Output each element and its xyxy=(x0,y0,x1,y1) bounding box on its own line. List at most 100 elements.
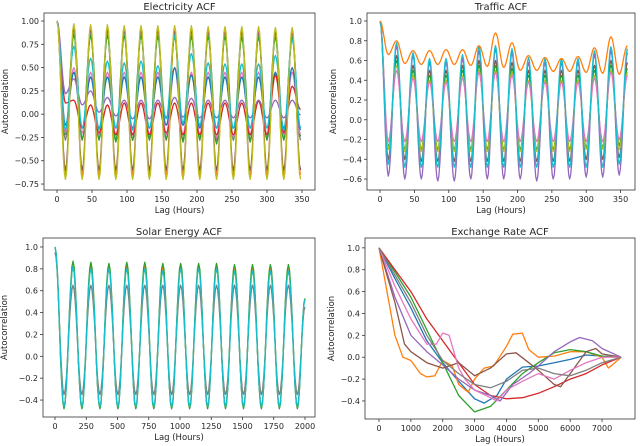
y-tick-label: 0.2 xyxy=(349,96,362,105)
x-tick-label: 0 xyxy=(376,424,381,433)
series-line-1 xyxy=(378,247,622,393)
series-line-5 xyxy=(378,247,622,388)
y-tick-label: 0.6 xyxy=(349,57,362,66)
series-line-4 xyxy=(378,247,622,402)
series-group xyxy=(379,20,629,182)
series-line-3 xyxy=(379,20,629,153)
y-tick-label: −0.75 xyxy=(14,180,39,189)
x-tick-label: 250 xyxy=(224,195,239,204)
x-tick-label: 150 xyxy=(475,195,490,204)
y-axis-label: Autocorrelation xyxy=(329,69,339,134)
y-tick-label: −0.4 xyxy=(343,155,362,164)
x-tick-label: 350 xyxy=(294,195,309,204)
y-tick-label: 0.25 xyxy=(21,87,39,96)
series-line-1 xyxy=(379,20,629,162)
x-tick-label: 1250 xyxy=(201,422,221,431)
y-tick-label: 0.50 xyxy=(21,64,39,73)
x-tick-label: 3000 xyxy=(464,424,484,433)
y-tick-label: −0.4 xyxy=(341,397,360,406)
x-tick-label: 0 xyxy=(378,195,383,204)
y-tick-label: −0.4 xyxy=(19,396,38,405)
y-tick-label: 0.6 xyxy=(347,288,360,297)
subplot-0: 0 50 100 150 200 250 300 350 1.00 0.75 0.50 0.25 0.0… xyxy=(1,2,316,216)
x-axis-label: Lag (Hours) xyxy=(154,433,204,443)
x-tick-label: 6000 xyxy=(560,424,580,433)
y-tick-label: 0.6 xyxy=(25,287,38,296)
x-tick-label: 2000 xyxy=(433,424,453,433)
y-tick-label: 0.00 xyxy=(21,110,39,119)
y-axis-label: Autocorrelation xyxy=(0,295,10,360)
x-tick-label: 1000 xyxy=(401,424,421,433)
series-line-4 xyxy=(379,20,629,143)
x-tick-label: 300 xyxy=(259,195,274,204)
x-tick-label: 200 xyxy=(510,195,525,204)
series-line-7 xyxy=(378,247,622,389)
x-axis-label: Lag (Hours) xyxy=(155,206,205,216)
chart-title: Solar Energy ACF xyxy=(136,227,222,238)
y-tick-label: 0.8 xyxy=(25,265,38,274)
subplot-2: 0 250 500 750 1000 1250 1500 1750 2000 1.0 0.8 0.6 0… xyxy=(0,227,316,443)
x-tick-label: 1500 xyxy=(232,422,252,431)
series-line-6 xyxy=(379,20,628,75)
plot-frame xyxy=(366,12,636,191)
chart-title: Traffic ACF xyxy=(474,2,528,13)
x-tick-label: 5000 xyxy=(528,424,548,433)
x-tick-label: 100 xyxy=(119,195,134,204)
y-tick-label: 1.0 xyxy=(349,17,362,26)
chart-title: Electricity ACF xyxy=(143,2,215,13)
x-axis-label: Lag (Hours) xyxy=(476,206,526,216)
x-axis-label: Lag (Hours) xyxy=(475,435,525,445)
x-tick-label: 1000 xyxy=(170,422,190,431)
chart-title: Exchange Rate ACF xyxy=(451,227,549,238)
y-tick-label: 0.2 xyxy=(347,331,360,340)
series-line-0 xyxy=(378,247,622,404)
y-tick-label: 0.8 xyxy=(349,37,362,46)
plot-frame xyxy=(43,12,316,191)
y-tick-label: 0.8 xyxy=(347,266,360,275)
series-group xyxy=(56,20,302,181)
x-tick-label: 750 xyxy=(141,422,156,431)
y-tick-label: 1.0 xyxy=(25,243,38,252)
y-tick-label: 0.2 xyxy=(25,330,38,339)
series-line-3 xyxy=(378,247,622,400)
subplot-1: 0 50 100 150 200 250 300 350 1.0 0.8 0.6 0.4 0.2 0.0 −… xyxy=(329,2,636,216)
y-tick-label: −0.2 xyxy=(341,375,360,384)
x-tick-label: 4000 xyxy=(496,424,516,433)
x-tick-label: 100 xyxy=(441,195,456,204)
y-tick-label: 1.00 xyxy=(21,17,39,26)
x-tick-label: 50 xyxy=(87,195,97,204)
series-line-8 xyxy=(56,20,302,132)
series-line-5 xyxy=(379,20,629,168)
y-tick-label: −0.2 xyxy=(343,136,362,145)
x-tick-label: 50 xyxy=(409,195,419,204)
y-tick-label: 0.4 xyxy=(349,76,362,85)
plot-frame xyxy=(42,237,316,418)
series-group xyxy=(54,246,306,410)
x-tick-label: 150 xyxy=(154,195,169,204)
series-line-3 xyxy=(54,246,306,408)
y-tick-label: 0.75 xyxy=(21,40,39,49)
y-tick-label: 0.4 xyxy=(347,309,360,318)
y-tick-label: 0.0 xyxy=(349,116,362,125)
y-tick-label: −0.6 xyxy=(343,175,362,184)
y-axis-label: Autocorrelation xyxy=(327,296,337,361)
x-tick-label: 250 xyxy=(544,195,559,204)
x-tick-label: 2000 xyxy=(295,422,315,431)
y-tick-label: −0.2 xyxy=(19,374,38,383)
x-tick-label: 500 xyxy=(110,422,125,431)
subplot-3: 0 1000 2000 3000 4000 5000 6000 7000 1.0 0.8 0.6 0.… xyxy=(327,227,636,445)
y-tick-label: 0.4 xyxy=(25,309,38,318)
y-tick-label: 0.0 xyxy=(347,353,360,362)
plot-frame xyxy=(364,237,636,420)
y-tick-label: −0.50 xyxy=(14,157,39,166)
y-axis-label: Autocorrelation xyxy=(1,69,11,134)
series-line-0 xyxy=(379,20,629,182)
x-tick-label: 300 xyxy=(579,195,594,204)
series-group xyxy=(378,247,622,413)
x-tick-label: 0 xyxy=(54,195,59,204)
x-tick-label: 350 xyxy=(613,195,628,204)
x-tick-label: 200 xyxy=(189,195,204,204)
x-tick-label: 7000 xyxy=(592,424,612,433)
x-tick-label: 250 xyxy=(79,422,94,431)
